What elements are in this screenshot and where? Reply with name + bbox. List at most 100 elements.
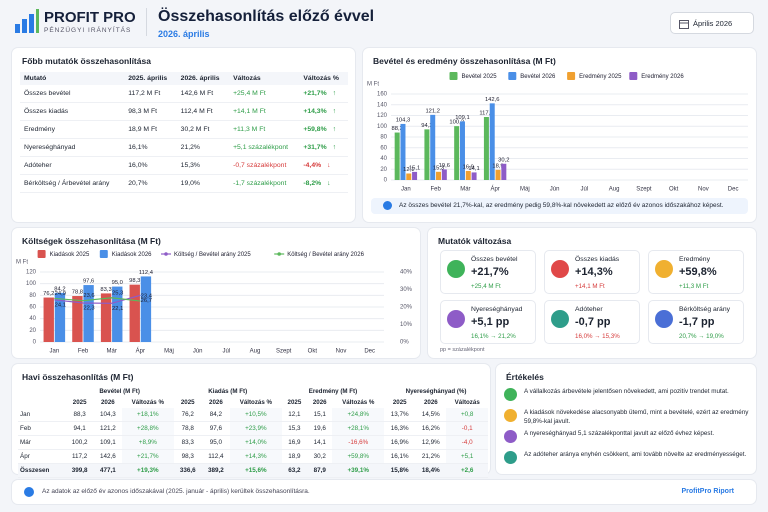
bar [436,171,442,180]
x-tick-label: Feb [430,187,441,193]
bar [489,103,495,180]
value-label: 112,4 [139,270,154,276]
cell: 98,3 M Ft [124,102,177,121]
evaluation-item: A nyereséghányad 5,1 százalékponttal jav… [504,430,749,443]
cell: +21,7% [121,449,174,464]
cell: 84,2 [201,408,230,422]
bar [43,297,54,342]
cell: 76,2 [173,408,202,422]
bar [441,169,447,180]
line [54,297,141,302]
cell: +28,8% [121,421,174,436]
column-header: 2025. április [124,72,177,85]
cell: 15,8% [384,463,416,478]
value-label: 142,6 [485,97,500,103]
y-tick-label: 0 [33,340,37,346]
value-label: 23,4 [141,294,153,300]
bar [112,286,123,342]
y-tick-label: 80 [380,135,387,141]
x-tick-label: Nov [336,349,347,355]
kpi-row: Eredmény 18,9 M Ft 30,2 M Ft +11,3 M Ft +59,… [20,120,348,139]
monthly-table: Bevétel (M Ft) Kiadás (M Ft) Eredmény (M F… [18,386,488,478]
footer-icon [24,487,34,497]
bar [495,169,501,180]
cell: 15,3 [281,421,308,436]
y-tick-label: 120 [26,270,37,276]
cell: -4,4% ↓ [299,156,348,175]
card-detail: 20,7% → 19,0% [679,333,724,340]
bar [54,292,66,342]
value-label: 97,6 [83,279,94,285]
legend-swatch [164,252,168,256]
card-label: Adóteher [575,306,603,313]
item-icon [504,388,517,401]
column-header: 2025 [180,399,195,406]
card-icon [655,310,673,328]
group-row: Bevétel (M Ft) Kiadás (M Ft) Eredmény (M F… [18,386,488,397]
cell: 15,1 [307,408,333,422]
cell: -8,2% ↓ [299,174,348,193]
legend-label: Bevétel 2025 [462,74,498,80]
cell: +8,9% [121,435,174,450]
card-value: -0,7 pp [575,316,611,328]
row-label: Jan [18,408,66,422]
value-label: 121,2 [425,108,440,114]
value-label: 12,1 [403,167,414,173]
card-detail: 16,0% → 15,3% [575,333,620,340]
cell: -1,7 százalékpont [229,174,300,193]
item-icon [504,451,517,464]
cell: 12,1 [281,408,308,422]
value-label: 22,3 [83,306,94,312]
cell: +5,1 [446,449,488,464]
bar [72,296,83,342]
bar [465,170,471,180]
column-header: 2026 [423,399,438,406]
month-row: Összesen 399,8 477,1 +19,3% 336,6 389,2 +15,6%… [18,463,488,478]
x-tick-label: Ápr [136,348,145,355]
period: Április 2026 [693,19,733,28]
chart: M Ft 0 20 40 60 80 100 120 140 160 Jan Feb Már Ápr Máj… [367,72,748,193]
cell: 100,2 [65,435,94,450]
cell: +15,6% [229,463,282,478]
x-tick-label: Máj [520,187,530,193]
corner [18,397,66,408]
trend-arrow: ↑ [332,126,337,133]
trend-arrow: ↑ [332,144,337,151]
card-detail: 16,1% → 21,2% [471,333,516,340]
cell: +14,1 M Ft [229,102,300,121]
cell: Összes kiadás [20,102,125,121]
period-button[interactable]: Április 2026 [670,12,754,34]
kpi-panel: Főbb mutatók összehasonlítása Mutató 2025… [12,48,355,222]
item-text: A kiadások növekedése alacsonyabb ütemű,… [524,409,749,425]
legend-swatch [449,72,458,80]
cell: 12,9% [415,435,447,450]
y-tick-label: 20 [380,167,387,173]
logo [15,9,39,33]
cell: 94,1 [65,421,94,436]
month-row: Jan 88,3 104,3 +18,1% 76,2 84,2 +10,5% 12,1 15,1… [18,408,488,422]
x-tick-label: Nov [698,187,709,193]
kpi-row: Adóteher 16,0% 15,3% -0,7 százalékpont -4,4%… [20,156,348,175]
group-header: Kiadás (M Ft) [208,388,248,395]
panel-title: Bevétel és eredmény összehasonlítása (M … [373,56,556,66]
panel-title: Főbb mutatók összehasonlítása [22,56,151,66]
cell: 121,2 [93,421,122,436]
value-label: 22,1 [112,306,123,312]
cell: +19,3% [121,463,174,478]
kpi-table: Mutató 2025. április 2026. április Változás… [20,72,348,193]
cell: 142,6 M Ft [176,85,230,103]
column-header: 2025 [287,399,302,406]
value-label: 24,9 [55,291,66,297]
cell: 30,2 M Ft [176,120,230,139]
card-label: Bérköltség arány [679,306,731,313]
indicator-card: Eredmény +59,8% +11,3 M Ft [648,250,744,294]
cell: +11,3 M Ft [229,120,300,139]
column-header: Változás [229,72,300,85]
cell: Bérköltség / Árbevétel arány [20,174,125,193]
page-title: Összehasonlítás előző évvel [158,8,375,25]
indicators-panel: Mutatók változása pp = százalékpont Össz… [428,228,756,358]
cell: +5,1 százalékpont [229,138,300,157]
column-header: Mutató [20,72,125,85]
value-label: 84,2 [54,286,65,292]
panel-title: Havi összehasonlítás (M Ft) [22,372,134,382]
